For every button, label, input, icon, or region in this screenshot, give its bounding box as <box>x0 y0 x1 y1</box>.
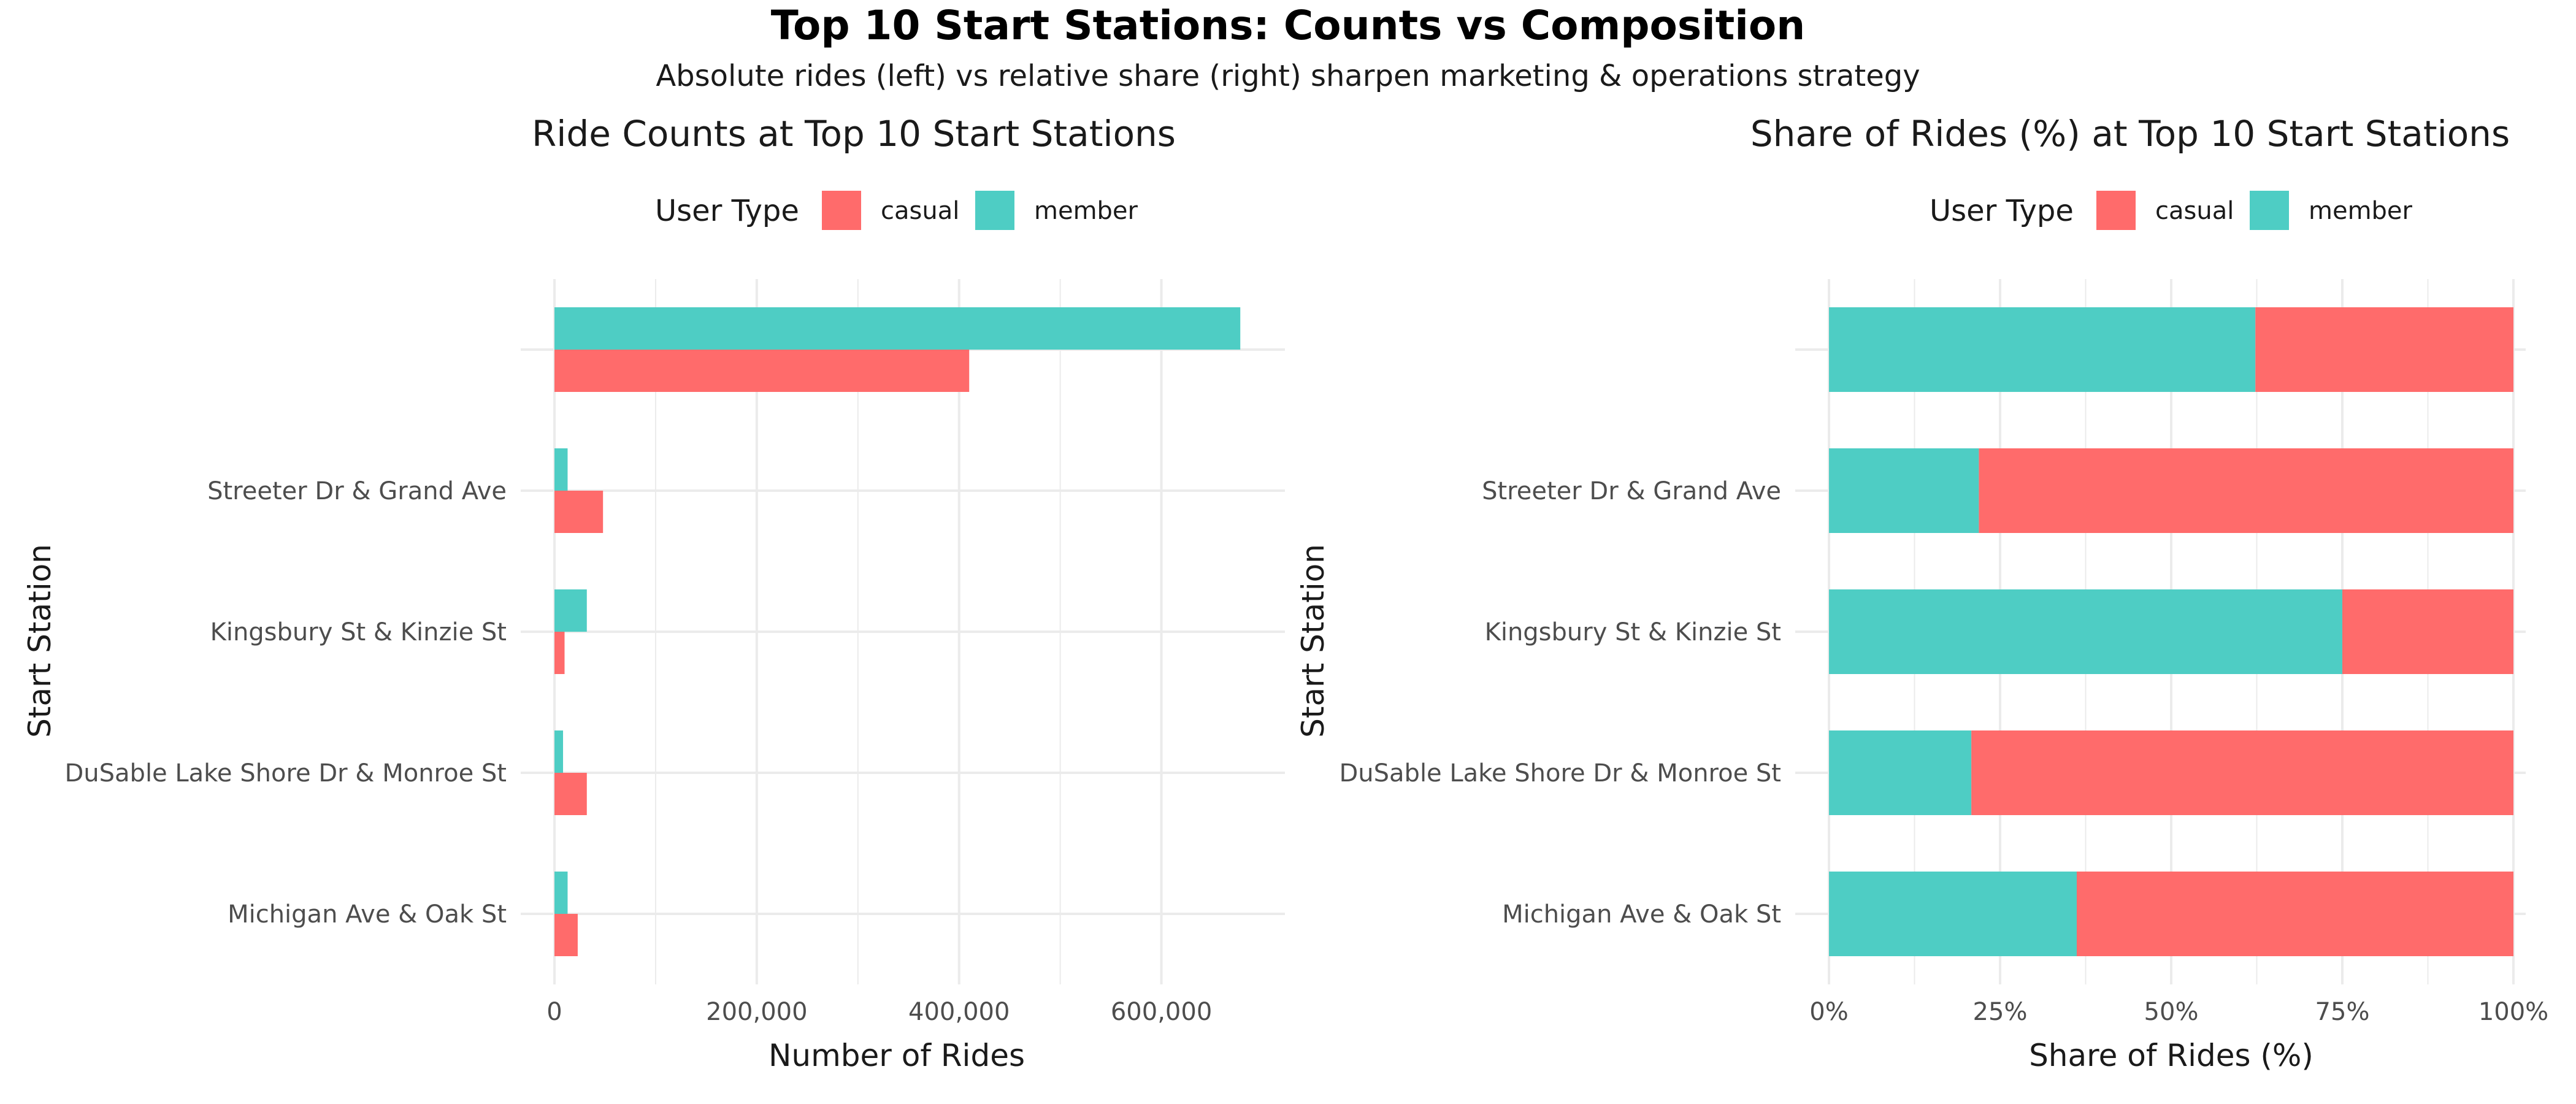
counts-legend-swatch-member <box>975 191 1014 230</box>
share-chart-legend: User Type casual member <box>1930 191 2413 230</box>
share-bar-member <box>1829 589 2342 674</box>
share-chart-y-axis-label: Start Station <box>1295 544 1331 738</box>
counts-x-tick-label: 600,000 <box>1111 998 1212 1026</box>
share-y-tick-label: Streeter Dr & Grand Ave <box>1482 477 1781 505</box>
counts-x-tick-label: 200,000 <box>706 998 807 1026</box>
share-x-tick-label: 75% <box>2315 998 2370 1026</box>
counts-chart-plot: 0 200,000 400,000 600,000 Streeter Dr & Gran… <box>65 279 1285 1026</box>
share-y-tick-label: Michigan Ave & Oak St <box>1502 900 1781 929</box>
counts-y-tick-label: Michigan Ave & Oak St <box>228 900 507 929</box>
share-x-tick-label: 100% <box>2478 998 2548 1026</box>
counts-bar-member <box>554 589 587 632</box>
counts-legend-label-member: member <box>1034 197 1138 225</box>
share-y-tick-label: Kingsbury St & Kinzie St <box>1485 618 1781 646</box>
counts-x-tick-label: 400,000 <box>908 998 1010 1026</box>
share-bar-casual <box>2342 589 2513 674</box>
counts-chart-legend: User Type casual member <box>655 191 1138 230</box>
share-chart-title: Share of Rides (%) at Top 10 Start Stati… <box>1750 113 2510 155</box>
share-x-tick-label: 50% <box>2144 998 2199 1026</box>
share-bar-member <box>1829 730 1972 815</box>
counts-bar-casual <box>554 632 565 674</box>
counts-bar-casual <box>554 773 587 815</box>
figure-subtitle: Absolute rides (left) vs relative share … <box>656 59 1920 93</box>
counts-bar-member <box>554 307 1241 350</box>
counts-y-tick-label: Kingsbury St & Kinzie St <box>210 618 507 646</box>
counts-bar-casual <box>554 914 578 956</box>
share-chart-x-axis-label: Share of Rides (%) <box>2029 1038 2313 1073</box>
counts-bar-member <box>554 872 568 914</box>
share-x-tick-label: 25% <box>1973 998 2028 1026</box>
figure-title: Top 10 Start Stations: Counts vs Composi… <box>771 2 1806 49</box>
counts-bar-member <box>554 730 564 773</box>
counts-chart-panel: Ride Counts at Top 10 Start Stations Use… <box>22 113 1285 1073</box>
share-bar-casual <box>1971 730 2513 815</box>
counts-bar-member <box>554 448 568 491</box>
counts-chart-x-axis-label: Number of Rides <box>769 1038 1025 1073</box>
share-legend-swatch-member <box>2250 191 2289 230</box>
counts-chart-y-axis-label: Start Station <box>22 544 58 738</box>
share-x-tick-label: 0% <box>1809 998 1848 1026</box>
share-bar-casual <box>2076 872 2513 956</box>
share-legend-swatch-casual <box>2096 191 2136 230</box>
share-bar-member <box>1829 448 1979 533</box>
share-bar-member <box>1829 872 2077 956</box>
counts-chart-title: Ride Counts at Top 10 Start Stations <box>532 113 1176 155</box>
counts-bar-casual <box>554 491 604 533</box>
counts-y-tick-label: DuSable Lake Shore Dr & Monroe St <box>65 759 507 788</box>
counts-legend-title: User Type <box>655 194 799 228</box>
counts-x-tick-label: 0 <box>546 998 562 1026</box>
share-chart-panel: Share of Rides (%) at Top 10 Start Stati… <box>1295 113 2548 1073</box>
counts-legend-label-casual: casual <box>881 197 959 225</box>
share-bar-member <box>1829 307 2256 392</box>
counts-y-tick-label: Streeter Dr & Grand Ave <box>207 477 507 505</box>
share-legend-title: User Type <box>1930 194 2074 228</box>
share-chart-plot: 0% 25% 50% 75% 100% Streeter Dr & Grand Ave Ki… <box>1340 279 2548 1026</box>
share-legend-label-member: member <box>2309 197 2413 225</box>
share-legend-label-casual: casual <box>2155 197 2234 225</box>
share-bar-casual <box>1979 448 2513 533</box>
share-y-tick-label: DuSable Lake Shore Dr & Monroe St <box>1340 759 1782 788</box>
share-bar-casual <box>2255 307 2513 392</box>
counts-legend-swatch-casual <box>822 191 861 230</box>
counts-bar-casual <box>554 350 970 392</box>
